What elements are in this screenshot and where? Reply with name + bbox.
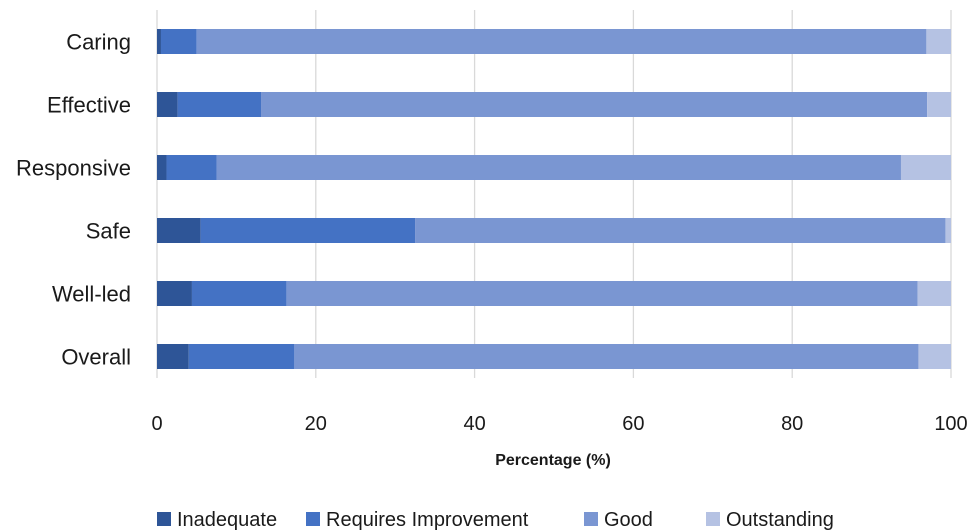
legend-swatch-inadequate	[157, 512, 171, 526]
x-tick-label-60: 60	[622, 413, 644, 435]
legend-item-outstanding: Outstanding	[706, 509, 834, 530]
x-tick-labels: 0 20 40 60 80 100	[151, 413, 967, 435]
bar-well-led-outstanding	[917, 281, 951, 306]
legend-label-good: Good	[604, 509, 653, 530]
x-tick-label-100: 100	[934, 413, 967, 435]
bar-effective-requires-improvement	[177, 92, 262, 117]
bar-caring-outstanding	[926, 29, 951, 54]
category-label-safe: Safe	[86, 219, 131, 244]
bar-responsive-inadequate	[157, 155, 167, 180]
legend-label-inadequate: Inadequate	[177, 509, 277, 530]
legend-swatch-outstanding	[706, 512, 720, 526]
bar-effective-inadequate	[157, 92, 178, 117]
legend-item-good: Good	[584, 509, 653, 530]
bar-safe-requires-improvement	[200, 218, 416, 243]
bar-safe-outstanding	[945, 218, 951, 243]
bar-safe-good	[415, 218, 946, 243]
x-tick-label-0: 0	[151, 413, 162, 435]
bar-caring-requires-improvement	[160, 29, 197, 54]
category-label-well-led: Well-led	[52, 282, 131, 307]
legend-swatch-good	[584, 512, 598, 526]
x-tick-label-80: 80	[781, 413, 803, 435]
x-tick-label-40: 40	[463, 413, 485, 435]
bar-well-led-requires-improvement	[191, 281, 287, 306]
category-label-caring: Caring	[66, 30, 131, 55]
bar-overall-inadequate	[157, 344, 189, 369]
bar-effective-good	[261, 92, 928, 117]
bar-caring-good	[196, 29, 927, 54]
bar-overall-outstanding	[918, 344, 951, 369]
bar-well-led-inadequate	[157, 281, 192, 306]
x-tick-label-20: 20	[305, 413, 327, 435]
legend-label-requires-improvement: Requires Improvement	[326, 509, 529, 530]
bar-effective-outstanding	[927, 92, 951, 117]
gridlines	[156, 10, 952, 378]
category-label-overall: Overall	[61, 345, 131, 370]
legend-label-outstanding: Outstanding	[726, 509, 834, 530]
bar-responsive-outstanding	[900, 155, 951, 180]
bar-responsive-good	[216, 155, 901, 180]
category-label-responsive: Responsive	[16, 156, 131, 181]
bar-caring-inadequate	[157, 29, 161, 54]
category-label-effective: Effective	[47, 93, 131, 118]
legend-swatch-requires-improvement	[306, 512, 320, 526]
bar-overall-good	[294, 344, 919, 369]
x-axis-title: Percentage (%)	[495, 452, 611, 469]
bar-safe-inadequate	[157, 218, 201, 243]
bar-overall-requires-improvement	[188, 344, 295, 369]
bars	[157, 29, 951, 369]
category-labels: Caring Effective Responsive Safe Well-led Ove…	[16, 30, 131, 370]
legend: Inadequate Requires Improvement Good Outsta…	[157, 509, 834, 530]
legend-item-requires-improvement: Requires Improvement	[306, 509, 529, 530]
bar-well-led-good	[286, 281, 918, 306]
bar-responsive-requires-improvement	[166, 155, 217, 180]
legend-item-inadequate: Inadequate	[157, 509, 277, 530]
